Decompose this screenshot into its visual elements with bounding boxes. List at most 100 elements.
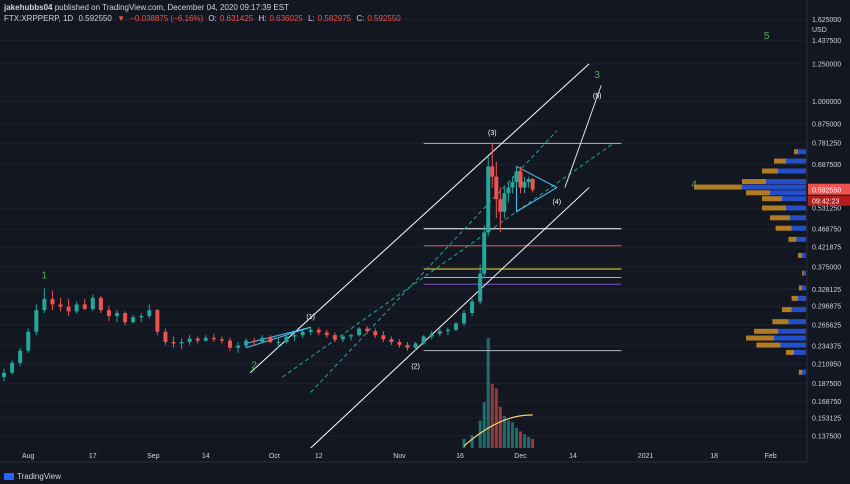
candle-body — [219, 339, 224, 341]
candle-body — [429, 333, 434, 337]
publisher[interactable]: jakehubbs04 — [4, 3, 53, 12]
high-value: 0.636025 — [269, 14, 303, 23]
volume-profile-bar — [794, 349, 806, 355]
time-tick-label: 2021 — [638, 453, 654, 460]
candle-body — [252, 340, 257, 343]
candle-body — [195, 338, 200, 341]
candle-body — [268, 337, 273, 343]
candle-body — [389, 339, 394, 343]
candle-body — [514, 171, 519, 183]
candle-body — [187, 338, 192, 343]
volume-profile-bar — [774, 335, 806, 341]
time-tick-label: 16 — [456, 453, 464, 460]
trend-line — [249, 63, 590, 374]
volume-profile-bar — [770, 215, 790, 221]
minor-wave-label: (5) — [593, 93, 602, 100]
price-tick-label: 0.531250 — [812, 206, 841, 213]
volume-profile-bar — [746, 335, 774, 341]
volume-profile-bar — [774, 158, 786, 164]
candle-body — [139, 316, 144, 318]
price-tick-label: 0.875000 — [812, 121, 841, 128]
price-axis-background — [807, 0, 850, 484]
volume-profile-bar — [791, 295, 798, 301]
candle-body — [244, 340, 249, 346]
volume-profile-bar — [796, 236, 806, 242]
volume-profile-bar — [772, 319, 789, 325]
candle-body — [324, 332, 329, 336]
candle-body — [26, 331, 31, 351]
price-tick-label: 0.210950 — [812, 361, 841, 368]
price-tick-label: 0.296875 — [812, 304, 841, 311]
chart-header: jakehubbs04 published on TradingView.com… — [4, 2, 404, 24]
last-price-tag — [808, 183, 850, 195]
volume-bar — [527, 437, 531, 448]
candle-body — [482, 232, 487, 274]
candle-body — [308, 329, 313, 332]
price-tick-label: 1.250000 — [812, 61, 841, 68]
candle-body — [90, 297, 95, 309]
volume-profile-bar — [786, 158, 806, 164]
candle-body — [413, 343, 418, 348]
volume-profile-bar — [788, 319, 806, 325]
volume-profile-bar — [790, 215, 806, 221]
candle-body — [478, 273, 483, 302]
volume-profile-bar — [766, 179, 806, 185]
volume-profile-bar — [791, 225, 806, 231]
candle-body — [82, 304, 87, 309]
volume-bar — [519, 431, 523, 448]
candle-body — [510, 182, 515, 188]
candle-body — [98, 297, 103, 311]
volume-bar — [523, 434, 527, 448]
minor-wave-label: (4) — [553, 199, 562, 206]
candle-body — [147, 310, 152, 317]
tradingview-branding[interactable]: TradingView — [4, 472, 61, 481]
candle-body — [522, 182, 527, 188]
major-wave-label: 5 — [764, 31, 770, 42]
candle-body — [494, 176, 499, 200]
volume-bar — [531, 438, 535, 448]
published-text: published on TradingView.com, December 0… — [52, 3, 289, 12]
candle-body — [179, 342, 184, 344]
candle-body — [470, 301, 475, 314]
volume-bar — [482, 402, 486, 448]
symbol-label[interactable]: FTX:XRPPERP, 1D — [4, 14, 74, 23]
price-tick-label: 0.375000 — [812, 264, 841, 271]
trend-line — [310, 187, 590, 449]
time-tick-label: 14 — [202, 453, 210, 460]
candle-body — [123, 313, 128, 323]
volume-bar — [498, 406, 502, 448]
time-tick-label: 14 — [569, 453, 577, 460]
volume-profile-bar — [762, 196, 782, 202]
candle-body — [58, 304, 63, 307]
volume-profile-bar — [778, 328, 806, 334]
price-tick-label: 0.153125 — [812, 415, 841, 422]
price-tick-label: 0.781250 — [812, 141, 841, 148]
trend-line — [564, 85, 602, 188]
candle-body — [18, 350, 23, 363]
volume-bar — [514, 427, 518, 448]
price-tick-label: 1.437500 — [812, 38, 841, 45]
candle-body — [284, 336, 289, 343]
candle-body — [2, 372, 7, 378]
volume-profile-bar — [798, 285, 802, 291]
candle-body — [397, 342, 402, 345]
volume-bar — [510, 422, 514, 448]
candle-body — [42, 298, 47, 311]
candle-body — [421, 336, 426, 344]
volume-profile-bar — [782, 307, 792, 313]
time-tick-label: Oct — [269, 453, 280, 460]
volume-profile-bar — [786, 349, 794, 355]
candle-body — [131, 317, 136, 323]
candle-body — [332, 335, 337, 340]
volume-profile-bar — [791, 307, 806, 313]
minor-wave-label: (2) — [411, 364, 420, 371]
candle-body — [236, 345, 241, 348]
candle-body — [437, 331, 442, 334]
volume-profile-bar — [775, 225, 792, 231]
time-tick-label: Feb — [765, 453, 777, 460]
candle-body — [445, 329, 450, 332]
volume-profile-bar — [802, 285, 806, 291]
candle-body — [490, 166, 495, 177]
time-tick-label: 17 — [89, 453, 97, 460]
